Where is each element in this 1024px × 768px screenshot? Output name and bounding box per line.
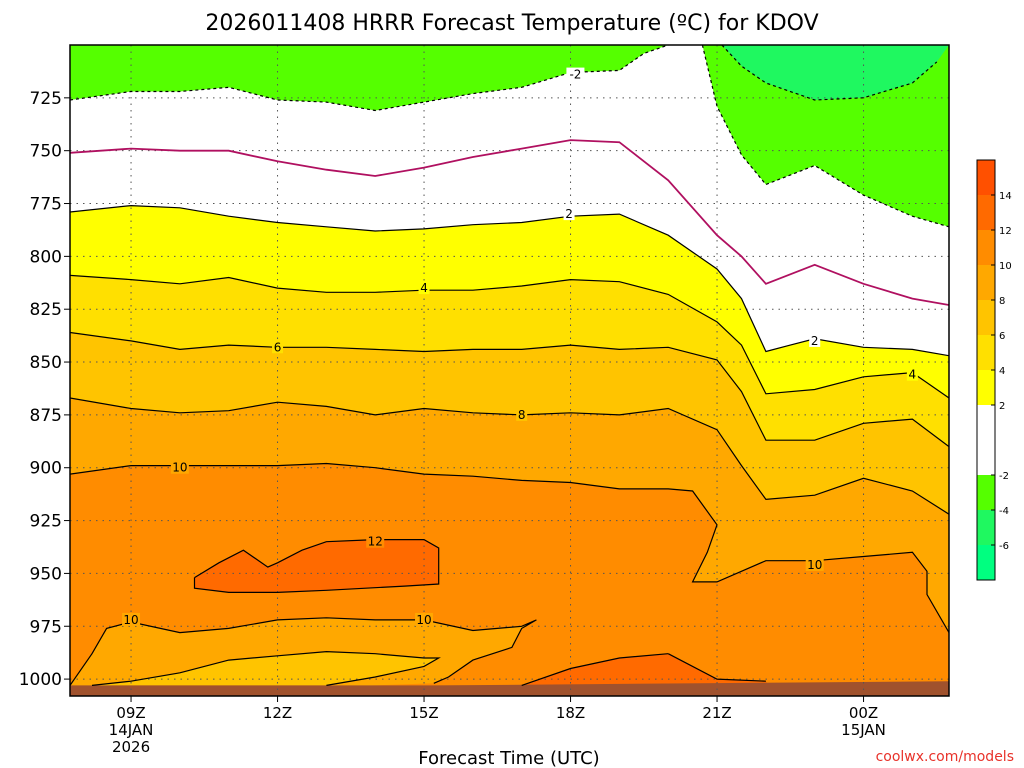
contour-label-bg <box>516 407 528 421</box>
contour-label: 10 <box>123 613 138 627</box>
colorbar-band <box>977 370 995 405</box>
colorbar-tick-label: 4 <box>999 366 1005 377</box>
x-tick-label: 12Z <box>263 704 292 722</box>
contour-label: 10 <box>172 461 187 475</box>
contour-label-bg <box>418 281 430 295</box>
x-tick-label: 14JAN <box>109 721 154 739</box>
y-tick-label: 725 <box>30 89 62 109</box>
colorbar-band <box>977 195 995 230</box>
y-tick-label: 850 <box>30 353 62 373</box>
colorbar-band <box>977 405 995 475</box>
colorbar-tick-label: 14 <box>999 191 1012 202</box>
y-tick-label: 950 <box>30 564 62 584</box>
contour-label-bg <box>415 612 434 626</box>
colorbar-tick-label: 12 <box>999 226 1012 237</box>
colorbar-tick-label: -6 <box>999 541 1009 552</box>
colorbar: -6 -4 -2 2 4 6 8 10 12 14 <box>976 159 1012 581</box>
x-tick-label: 15Z <box>409 704 438 722</box>
contour-label-bg <box>170 460 189 474</box>
contour-label-bg <box>366 534 385 548</box>
x-axis-label: Forecast Time (UTC) <box>418 748 599 768</box>
isotherm-6 <box>70 331 949 448</box>
plot-frame <box>69 44 950 697</box>
credit-text: coolwx.com/models <box>876 749 1014 765</box>
isotherm-10 <box>667 653 766 682</box>
x-tick-label: 21Z <box>702 704 731 722</box>
contour-label: 2 <box>565 207 573 221</box>
colorbar-tick-label: 10 <box>999 261 1012 272</box>
contour-label: 8 <box>518 408 526 422</box>
colorbar-tick-label: 6 <box>999 331 1005 342</box>
contour-label-bg <box>272 340 284 354</box>
contour-labels: -2 2 4 6 8 10 12 10 10 10 2 4 <box>122 67 918 627</box>
y-tick-label: 875 <box>30 406 62 426</box>
isotherm-8 <box>70 397 949 515</box>
contour-label-bg <box>563 207 575 221</box>
colorbar-tick-label: -2 <box>999 471 1009 482</box>
contour-label: 2 <box>811 334 819 348</box>
grid-lines <box>70 45 949 696</box>
y-tick-label: 925 <box>30 512 62 532</box>
y-tick-label: 900 <box>30 459 62 479</box>
isotherm-12 <box>193 539 440 593</box>
x-tick-label: 18Z <box>556 704 585 722</box>
isotherm-4 <box>70 274 949 399</box>
contour-label-bg <box>805 557 824 571</box>
contour-label: 10 <box>416 613 431 627</box>
y-axis: 725 750 775 800 825 850 875 900 925 950 975 1000 <box>19 89 70 690</box>
x-tick-label: 00Z <box>849 704 878 722</box>
isotherm-minus4 <box>721 45 938 101</box>
contour-label-bg <box>906 367 918 381</box>
colorbar-band <box>977 265 995 300</box>
x-tick-label: 09Z <box>116 704 145 722</box>
contour-label-bg <box>566 67 585 81</box>
isotherm-12 <box>521 653 669 686</box>
isotherm-10 <box>70 462 949 633</box>
chart-title: 2026011408 HRRR Forecast Temperature (ºC… <box>205 11 818 36</box>
contour-label: 10 <box>807 558 822 572</box>
contour-label: 4 <box>909 368 917 382</box>
isotherm-minus2 <box>70 45 669 112</box>
band-12-14-pocket <box>194 539 439 593</box>
y-tick-label: 975 <box>30 617 62 637</box>
y-tick-label: 825 <box>30 300 62 320</box>
x-tick-label: 15JAN <box>841 721 886 739</box>
colorbar-band <box>977 475 995 510</box>
colorbar-band <box>977 230 995 265</box>
colorbar-band <box>977 545 995 580</box>
contour-label: 4 <box>420 281 428 295</box>
contour-label: 12 <box>368 535 383 549</box>
isotherm-0 <box>70 139 949 306</box>
y-tick-label: 800 <box>30 247 62 267</box>
y-tick-label: 775 <box>30 195 62 215</box>
band-minus6-minus4 <box>721 45 949 100</box>
y-tick-label: 750 <box>30 142 62 162</box>
isotherm-minus2 <box>701 45 949 228</box>
plot-area <box>70 45 949 696</box>
contour-label-bg <box>122 612 141 626</box>
colorbar-band <box>977 300 995 335</box>
colorbar-band <box>977 160 995 195</box>
colorbar-band <box>977 510 995 545</box>
contour-label: 6 <box>274 340 282 354</box>
band-6-8-lower <box>92 651 439 686</box>
colorbar-tick-label: 2 <box>999 401 1005 412</box>
contour-label: -2 <box>569 68 581 82</box>
colorbar-tick-label: 8 <box>999 296 1005 307</box>
colorbar-tick-label: -4 <box>999 506 1009 517</box>
contour-label-bg <box>809 333 821 347</box>
ground-below-surface <box>70 681 949 696</box>
colorbar-band <box>977 335 995 370</box>
x-tick-label: 2026 <box>112 738 150 756</box>
isotherm-8 <box>91 650 441 686</box>
y-tick-label: 1000 <box>19 670 62 690</box>
